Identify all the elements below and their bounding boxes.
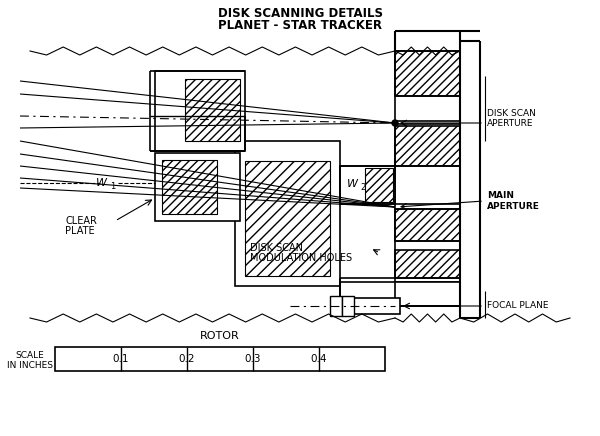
Text: APERTURE: APERTURE bbox=[487, 202, 540, 211]
Bar bbox=[155, 153, 240, 221]
Bar bbox=[395, 250, 460, 278]
Text: SCALE: SCALE bbox=[16, 351, 44, 360]
Text: DISK SCANNING DETAILS: DISK SCANNING DETAILS bbox=[218, 7, 383, 20]
Text: CLEAR: CLEAR bbox=[65, 216, 97, 226]
Bar bbox=[235, 141, 340, 286]
Text: 0.2: 0.2 bbox=[179, 354, 195, 364]
Text: 0.4: 0.4 bbox=[311, 354, 327, 364]
Bar bbox=[185, 79, 240, 141]
Bar bbox=[395, 282, 460, 306]
Text: FOCAL PLANE: FOCAL PLANE bbox=[487, 302, 548, 310]
Text: MODULATION HOLES: MODULATION HOLES bbox=[250, 253, 352, 263]
Bar bbox=[245, 161, 330, 276]
Text: ROTOR: ROTOR bbox=[200, 331, 240, 341]
Bar bbox=[340, 298, 400, 314]
Bar bbox=[162, 160, 217, 214]
Text: DISK SCAN: DISK SCAN bbox=[487, 109, 536, 117]
Text: DISK SCAN: DISK SCAN bbox=[250, 243, 303, 253]
Bar bbox=[340, 166, 395, 204]
Text: W: W bbox=[96, 178, 107, 188]
Bar bbox=[395, 51, 460, 96]
Bar bbox=[340, 282, 460, 306]
Bar bbox=[395, 126, 460, 166]
Text: 0.3: 0.3 bbox=[245, 354, 261, 364]
Text: MAIN: MAIN bbox=[487, 191, 514, 201]
Bar bbox=[395, 209, 460, 241]
Text: 1: 1 bbox=[110, 183, 115, 191]
Circle shape bbox=[392, 120, 398, 126]
Bar bbox=[342, 296, 354, 316]
Text: 2: 2 bbox=[360, 184, 365, 193]
Text: W: W bbox=[347, 179, 358, 189]
Bar bbox=[155, 71, 245, 151]
Text: IN INCHES: IN INCHES bbox=[7, 361, 53, 369]
Bar bbox=[365, 168, 393, 202]
Text: 0.1: 0.1 bbox=[113, 354, 129, 364]
Text: PLATE: PLATE bbox=[65, 226, 95, 236]
Text: PLANET - STAR TRACKER: PLANET - STAR TRACKER bbox=[218, 20, 382, 33]
Bar bbox=[55, 347, 385, 371]
Bar bbox=[330, 296, 342, 316]
Text: APERTURE: APERTURE bbox=[487, 119, 533, 127]
